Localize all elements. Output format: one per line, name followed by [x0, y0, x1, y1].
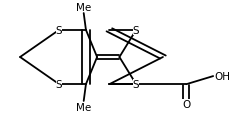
Text: S: S	[132, 79, 139, 89]
Text: Me: Me	[76, 102, 91, 112]
Text: OH: OH	[213, 71, 229, 81]
Text: S: S	[132, 26, 139, 36]
Text: Me: Me	[76, 3, 91, 13]
Text: O: O	[182, 100, 190, 109]
Text: S: S	[56, 79, 62, 89]
Text: S: S	[56, 26, 62, 36]
